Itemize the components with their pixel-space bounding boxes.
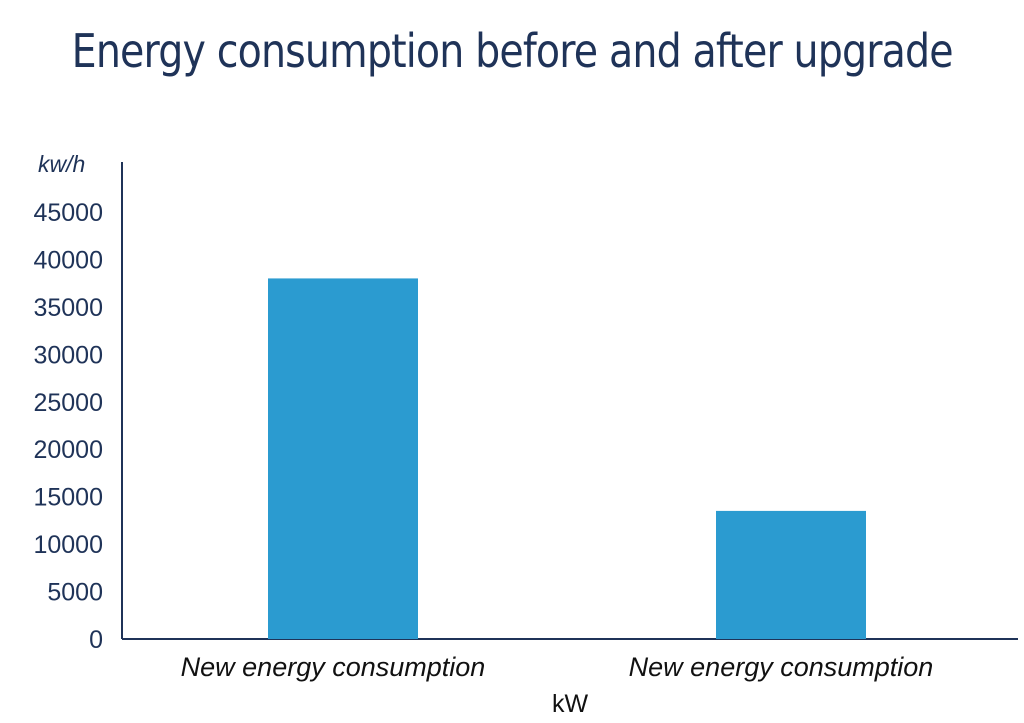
y-tick-labels: 0 5000 10000 15000 20000 25000 30000 35000 40000… [33, 199, 103, 654]
x-tick-labels: New energy consumption New energy consump… [181, 652, 934, 682]
y-tick-label: 10000 [33, 531, 103, 559]
y-tick-label: 40000 [33, 246, 103, 274]
y-axis-label: kw/h [38, 151, 85, 177]
bar [716, 510, 866, 639]
x-tick-label: New energy consumption [629, 652, 934, 682]
y-tick-label: 30000 [33, 341, 103, 369]
y-tick-label: 0 [89, 626, 103, 654]
y-tick-label: 25000 [33, 389, 103, 417]
y-tick-label: 15000 [33, 484, 103, 512]
bar [268, 278, 418, 639]
y-tick-label: 5000 [47, 579, 103, 607]
bars [268, 278, 866, 639]
chart-title: Energy consumption before and after upgr… [71, 24, 954, 78]
x-axis-label: kW [552, 690, 589, 718]
y-tick-label: 35000 [33, 294, 103, 322]
y-tick-label: 20000 [33, 436, 103, 464]
x-tick-label: New energy consumption [181, 652, 486, 682]
axes [121, 162, 1018, 640]
y-tick-label: 45000 [33, 199, 103, 227]
